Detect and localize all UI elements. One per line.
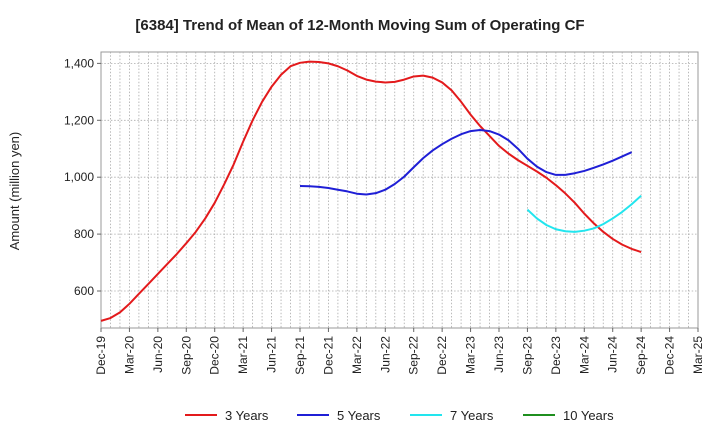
legend-label: 7 Years (450, 408, 494, 423)
y-tick-label: 800 (74, 227, 94, 241)
x-tick-label: Sep-22 (407, 336, 421, 375)
grid-lines (101, 52, 698, 328)
y-tick-label: 1,400 (64, 56, 94, 70)
x-tick-label: Mar-23 (464, 336, 478, 374)
x-tick-label: Sep-24 (634, 336, 648, 375)
x-tick-label: Jun-24 (606, 336, 620, 373)
x-tick-label: Jun-23 (492, 336, 506, 373)
legend: 3 Years 5 Years 7 Years 10 Years (185, 408, 614, 423)
series-lines (100, 60, 642, 322)
series-line-7-years (526, 194, 642, 233)
y-tick-label: 1,200 (64, 113, 94, 127)
y-axis-label: Amount (million yen) (7, 132, 22, 251)
series-line-5-years (299, 128, 633, 196)
x-tick-label: Sep-21 (293, 336, 307, 375)
x-tick-label: Dec-20 (208, 336, 222, 375)
x-tick-label: Jun-20 (151, 336, 165, 373)
x-tick-label: Jun-21 (265, 336, 279, 373)
x-tick-label: Jun-22 (378, 336, 392, 373)
legend-label: 3 Years (225, 408, 269, 423)
legend-label: 10 Years (563, 408, 614, 423)
x-tick-label: Sep-23 (520, 336, 534, 375)
x-tick-label: Mar-24 (577, 336, 591, 374)
x-tick-label: Dec-23 (549, 336, 563, 375)
series-line-3-years (100, 60, 642, 322)
x-tick-label: Sep-20 (179, 336, 193, 375)
chart-title: [6384] Trend of Mean of 12-Month Moving … (135, 17, 584, 34)
legend-label: 5 Years (337, 408, 381, 423)
plot-area (100, 51, 699, 329)
x-tick-label: Dec-21 (321, 336, 335, 375)
x-tick-label: Mar-25 (691, 336, 705, 374)
x-tick-label: Dec-22 (435, 336, 449, 375)
x-tick-label: Mar-22 (350, 336, 364, 374)
x-tick-label: Dec-24 (663, 336, 677, 375)
x-tick-label: Mar-21 (236, 336, 250, 374)
y-axis-ticks: 600 800 1,000 1,200 1,400 (64, 56, 101, 298)
x-axis-ticks: Dec-19 Mar-20 Jun-20 Sep-20 Dec-20 Mar-21 Jun-… (94, 328, 705, 375)
x-tick-label: Dec-19 (94, 336, 108, 375)
y-tick-label: 1,000 (64, 170, 94, 184)
x-tick-label: Mar-20 (122, 336, 136, 374)
y-tick-label: 600 (74, 284, 94, 298)
